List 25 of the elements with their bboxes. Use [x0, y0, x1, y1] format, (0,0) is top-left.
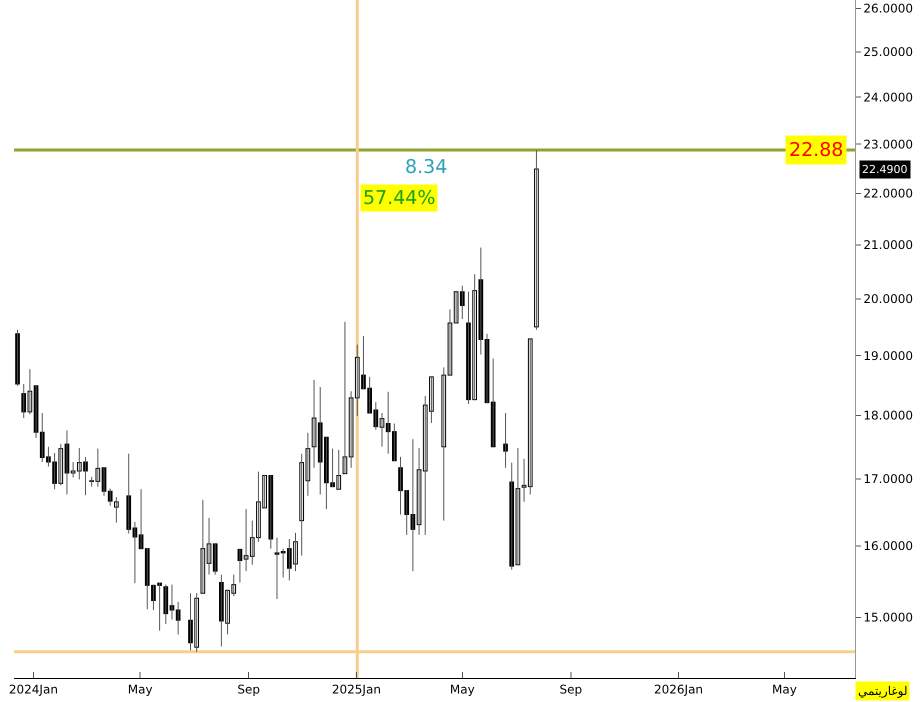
- x-tick-label: May: [128, 682, 153, 696]
- ref-line-label: 22.88: [789, 139, 844, 161]
- y-tick-label: 18.0000: [863, 408, 914, 423]
- x-tick-label: Sep: [237, 682, 260, 696]
- y-tick-label: 16.0000: [863, 539, 914, 554]
- y-tick-label: 21.0000: [863, 238, 914, 252]
- y-tick-label: 25.0000: [863, 45, 914, 60]
- text: 22.4900: [862, 163, 908, 176]
- y-tick-label: 24.0000: [863, 90, 914, 104]
- x-tick-label: May: [450, 682, 475, 696]
- annotation: 8.34: [405, 156, 448, 178]
- annotation: 57.44%: [363, 187, 436, 209]
- x-tick-label: Sep: [560, 682, 582, 696]
- y-tick-label: 20.0000: [863, 292, 914, 306]
- x-tick-label: 2026Jan: [654, 682, 704, 696]
- y-tick-label: 17.0000: [863, 472, 914, 486]
- text: لوغاريتمي: [858, 684, 908, 698]
- x-tick-label: 2024Jan: [8, 682, 58, 696]
- y-tick-label: 23.0000: [863, 137, 914, 152]
- y-tick-label: 22.0000: [863, 186, 914, 201]
- x-tick-label: May: [772, 682, 797, 696]
- x-tick-label: 2025Jan: [332, 682, 381, 696]
- y-tick-label: 26.0000: [863, 2, 914, 16]
- y-tick-label: 15.0000: [863, 610, 914, 625]
- y-tick-label: 19.0000: [863, 348, 914, 363]
